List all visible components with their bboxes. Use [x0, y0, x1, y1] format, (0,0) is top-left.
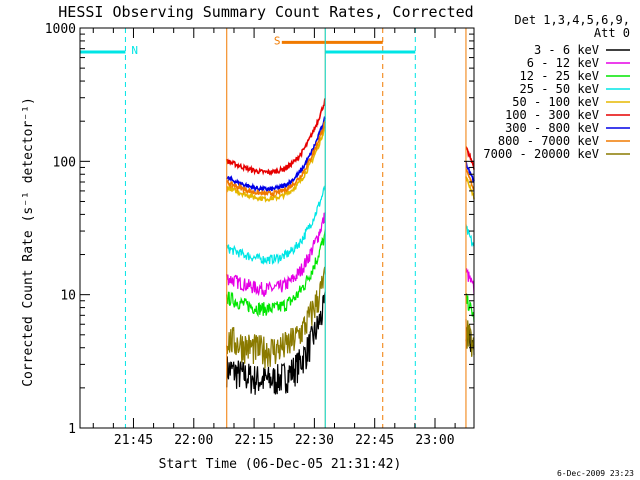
generated-timestamp: 6-Dec-2009 23:23 [557, 469, 634, 478]
chart-title: HESSI Observing Summary Count Rates, Cor… [58, 3, 473, 21]
series-line-7-segment-1 [465, 168, 475, 191]
night-marker-label: N [131, 44, 138, 57]
series-line-6-segment-1 [465, 161, 475, 183]
legend-label: 6 - 12 keV [527, 56, 599, 70]
legend-header-detectors: Det 1,3,4,5,6,9, [514, 13, 630, 27]
y-tick-label: 10 [60, 289, 76, 304]
x-tick-label: 21:45 [114, 433, 153, 448]
legend-label: 50 - 100 keV [512, 95, 599, 109]
series-line-3-segment-1 [465, 224, 475, 247]
y-tick-label: 1000 [45, 22, 76, 37]
legend-label: 12 - 25 keV [520, 69, 599, 83]
series-line-5-segment-1 [465, 146, 475, 170]
x-axis-label: Start Time (06-Dec-05 21:31:42) [159, 457, 402, 472]
legend-label: 100 - 300 keV [505, 108, 599, 122]
y-tick-label: 100 [53, 155, 76, 170]
series-line-2-segment-0 [226, 229, 326, 318]
series-line-6-segment-0 [226, 116, 326, 194]
legend-label: 300 - 800 keV [505, 121, 599, 135]
y-tick-label: 1 [68, 422, 76, 437]
saa-marker-label: S [274, 34, 281, 47]
series-line-1-segment-1 [465, 268, 475, 295]
x-tick-label: 22:15 [235, 433, 274, 448]
series-line-1-segment-0 [226, 211, 326, 297]
x-tick-label: 22:30 [295, 433, 334, 448]
legend-header-attenuator: Att 0 [594, 26, 630, 40]
series-line-8-segment-1 [465, 319, 475, 357]
legend-label: 3 - 6 keV [534, 43, 599, 57]
series-line-8-segment-0 [226, 266, 326, 369]
legend-label: 25 - 50 keV [520, 82, 599, 96]
series-line-4-segment-1 [465, 176, 475, 200]
orbit-annotations: NS [79, 28, 467, 428]
legend-label: 800 - 7000 keV [498, 134, 599, 148]
plot-frame [79, 27, 475, 429]
series-line-3-segment-0 [226, 185, 326, 266]
x-tick-label: 22:45 [355, 433, 394, 448]
series-line-7-segment-0 [226, 120, 326, 198]
x-tick-label: 23:00 [415, 433, 454, 448]
series-line-2-segment-1 [465, 293, 475, 323]
series-line-5-segment-0 [225, 97, 326, 177]
series-layer [225, 97, 475, 395]
legend-label: 7000 - 20000 keV [483, 147, 599, 161]
axes: 21:45 22:00 22:15 22:30 22:45 23:00 1 10 100 1000 [45, 22, 475, 448]
series-line-0-segment-0 [226, 291, 326, 395]
x-tick-label: 22:00 [174, 433, 213, 448]
y-axis-label: Corrected Count Rate (s⁻¹ detector⁻¹) [21, 97, 36, 387]
